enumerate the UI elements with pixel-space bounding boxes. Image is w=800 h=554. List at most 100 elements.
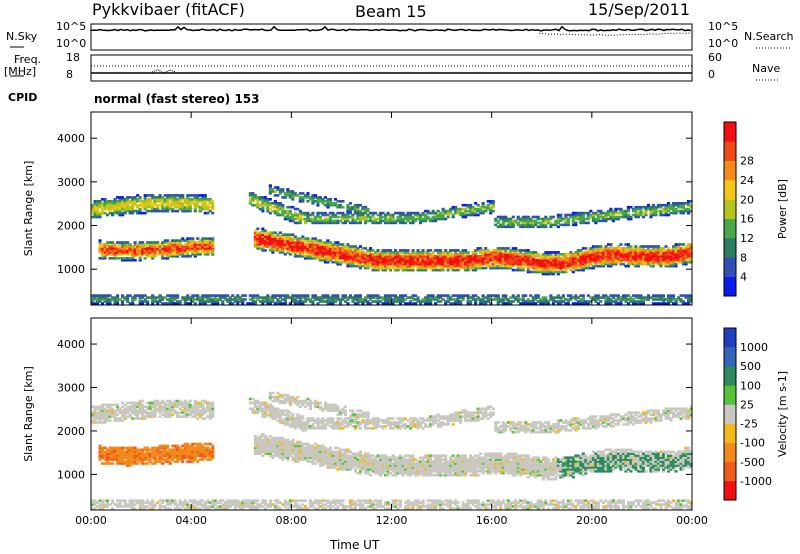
data-cell [323, 253, 328, 256]
data-cell [596, 257, 600, 260]
data-cell [123, 462, 127, 465]
data-cell [91, 294, 95, 297]
data-cell [161, 198, 165, 201]
data-cell [464, 253, 468, 256]
data-cell [106, 298, 110, 301]
data-cell [158, 403, 162, 407]
data-cell [156, 300, 160, 303]
data-cell [188, 198, 192, 201]
data-cell [574, 264, 578, 268]
data-cell [639, 260, 643, 264]
data-cell [208, 296, 212, 299]
data-cell [606, 302, 611, 305]
data-cell [419, 260, 423, 264]
data-cell [356, 215, 360, 219]
data-cell [123, 245, 127, 248]
data-cell [271, 296, 275, 299]
data-cell [619, 211, 623, 215]
data-cell [469, 302, 473, 305]
data-cell [461, 262, 465, 266]
data-cell [414, 219, 418, 223]
data-cell [679, 257, 683, 260]
data-cell [338, 302, 343, 305]
data-cell [116, 448, 120, 452]
data-cell [374, 300, 378, 303]
data-cell [579, 302, 583, 305]
data-cell [431, 211, 435, 215]
data-cell [106, 245, 110, 248]
data-cell [616, 260, 621, 264]
data-cell [544, 270, 548, 274]
data-cell [231, 294, 235, 297]
data-cell [183, 409, 187, 412]
data-cell [163, 507, 167, 510]
data-cell [108, 456, 112, 459]
data-cell [151, 503, 155, 506]
data-cell [486, 296, 490, 299]
data-cell [358, 249, 363, 252]
data-cell [351, 221, 355, 225]
data-cell [348, 294, 353, 297]
data-cell [436, 249, 440, 252]
data-cell [281, 243, 285, 246]
data-cell [106, 411, 110, 414]
data-cell [441, 209, 445, 213]
data-cell [151, 454, 155, 457]
data-cell [328, 198, 333, 201]
data-cell [424, 260, 428, 264]
data-cell [634, 255, 638, 258]
data-cell [667, 294, 671, 297]
data-cell [616, 296, 621, 299]
data-cell [541, 221, 545, 225]
data-cell [579, 211, 583, 215]
data-cell [481, 251, 485, 254]
data-cell [111, 211, 115, 215]
data-cell [404, 264, 408, 268]
data-cell [128, 460, 132, 463]
data-cell [178, 198, 182, 201]
data-cell [183, 407, 187, 411]
data-cell [341, 247, 345, 250]
data-cell [291, 198, 295, 201]
data-cell [146, 415, 150, 418]
data-cell [541, 264, 545, 268]
data-cell [391, 266, 395, 270]
data-cell [148, 454, 152, 457]
data-cell [298, 219, 302, 223]
data-cell [348, 253, 353, 256]
data-cell [641, 258, 646, 262]
data-cell [331, 255, 335, 258]
data-cell [541, 270, 545, 274]
data-cell [276, 239, 280, 242]
data-cell [371, 260, 375, 264]
data-cell [176, 448, 180, 452]
data-cell [113, 298, 117, 301]
data-cell [539, 260, 543, 264]
data-cell [161, 302, 165, 305]
data-cell [183, 245, 187, 248]
data-cell [146, 456, 150, 459]
data-cell [656, 296, 661, 299]
data-cell [361, 302, 365, 305]
data-cell [161, 202, 165, 205]
data-cell [659, 249, 663, 252]
data-cell [138, 257, 142, 260]
data-cell [519, 262, 523, 266]
data-cell [506, 253, 510, 256]
data-cell [346, 253, 350, 256]
data-cell [316, 255, 320, 258]
data-cell [328, 251, 333, 254]
data-cell [138, 302, 142, 305]
data-cell [399, 258, 403, 262]
data-cell [336, 203, 340, 207]
data-cell [384, 264, 388, 268]
data-cell [491, 251, 495, 254]
data-cell [151, 452, 155, 455]
data-cell [566, 217, 570, 221]
data-cell [589, 296, 593, 299]
data-cell [449, 260, 453, 264]
data-cell [326, 300, 330, 303]
data-cell [311, 253, 315, 256]
nsearch-label: N.Search [744, 30, 794, 43]
data-cell [316, 221, 320, 225]
